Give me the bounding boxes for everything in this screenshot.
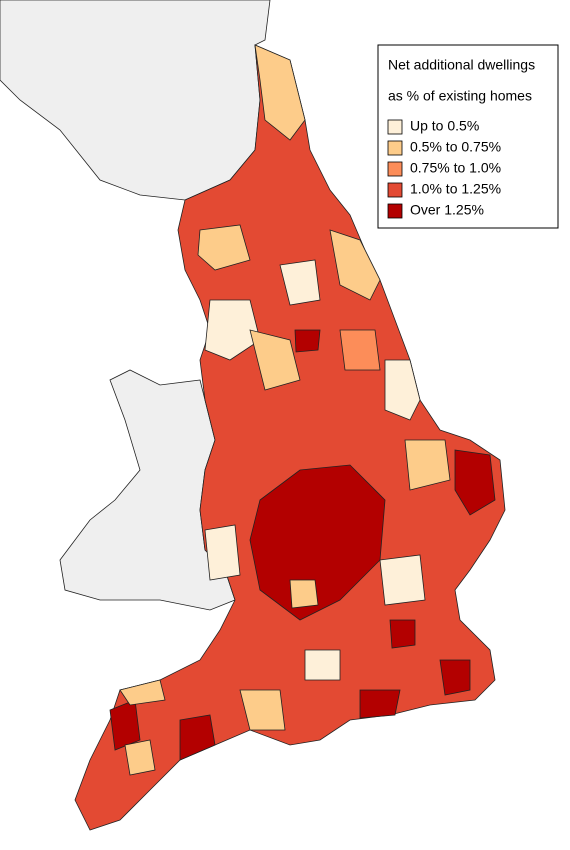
legend-box <box>377 44 559 229</box>
region <box>109 699 141 751</box>
region <box>279 259 321 306</box>
region <box>329 229 381 301</box>
region <box>249 464 386 621</box>
region <box>197 224 251 271</box>
region <box>119 679 166 706</box>
region <box>404 439 451 491</box>
region <box>359 689 401 719</box>
region <box>124 739 156 776</box>
region <box>254 44 306 141</box>
legend-swatch <box>387 140 403 156</box>
legend-swatch <box>387 203 403 219</box>
legend-title: Net additional dwellings <box>388 57 535 73</box>
scotland <box>0 0 271 201</box>
region <box>389 619 416 649</box>
legend-label: Up to 0.5% <box>410 118 479 134</box>
legend: Net additional dwellings as % of existing… <box>387 57 535 219</box>
region <box>204 299 261 361</box>
legend-label: Over 1.25% <box>410 202 484 218</box>
legend-title: as % of existing homes <box>388 88 532 104</box>
region <box>289 579 319 609</box>
region <box>384 359 421 421</box>
region <box>179 714 216 761</box>
region <box>249 329 301 391</box>
map-regions <box>0 0 506 831</box>
region <box>204 524 241 581</box>
region <box>454 449 496 516</box>
region <box>339 329 381 371</box>
region <box>304 649 341 681</box>
legend-swatch <box>387 182 403 198</box>
legend-label: 1.0% to 1.25% <box>410 181 501 197</box>
region <box>439 659 471 696</box>
legend-label: 0.75% to 1.0% <box>410 160 501 176</box>
legend-swatch <box>387 161 403 177</box>
legend-label: 0.5% to 0.75% <box>410 139 501 155</box>
region <box>379 554 426 606</box>
legend-swatch <box>387 119 403 135</box>
region <box>294 329 321 353</box>
region <box>239 689 286 731</box>
